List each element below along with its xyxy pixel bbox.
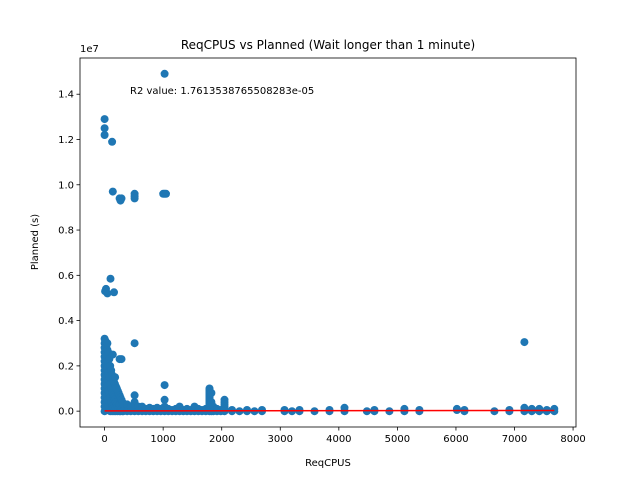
data-point-110	[162, 189, 170, 198]
data-point-2	[100, 131, 109, 139]
plot-area-frame	[79, 57, 577, 428]
data-point-224	[520, 338, 529, 347]
y-tick-label-2: 0.4	[58, 316, 74, 327]
x-tick-label-2: 2000	[209, 434, 234, 445]
x-tick-label-4: 4000	[326, 434, 351, 445]
x-tick-label-6: 6000	[443, 434, 468, 445]
y-tick-label-7: 1.4	[58, 90, 74, 101]
data-point-102	[130, 339, 139, 348]
x-axis-ticks: 0 1000 2000 3000 4000 5000 6000 7000 8000	[101, 427, 586, 445]
data-point-87	[106, 274, 115, 283]
data-point-33	[103, 339, 112, 348]
data-point-91	[108, 350, 117, 359]
y-axis-ticks: 0.0 0.2 0.4 0.6 0.8 1.0 1.2 1.4	[58, 90, 80, 418]
x-tick-label-7: 7000	[502, 434, 527, 445]
y-axis-offset-label: 1e7	[80, 44, 99, 55]
y-tick-label-4: 0.8	[58, 226, 74, 237]
y-axis-label: Planned (s)	[30, 214, 41, 270]
x-tick-label-1: 1000	[150, 434, 175, 445]
x-tick-label-8: 8000	[560, 434, 585, 445]
x-tick-label-3: 3000	[268, 434, 293, 445]
y-tick-label-5: 1.0	[58, 180, 74, 191]
y-tick-label-6: 1.2	[58, 135, 74, 146]
points-layer	[100, 69, 559, 416]
x-tick-label-5: 5000	[385, 434, 410, 445]
r2-annotation: R2 value: 1.7613538765508283e-05	[130, 86, 314, 97]
chart-title: ReqCPUS vs Planned (Wait longer than 1 m…	[181, 38, 475, 52]
data-point-176	[207, 389, 216, 397]
y-tick-label-0: 0.0	[58, 407, 74, 418]
data-point-112	[160, 395, 169, 404]
data-point-111	[160, 381, 169, 390]
data-point-90	[110, 288, 118, 297]
y-tick-label-3: 0.6	[58, 271, 74, 282]
data-point-92	[111, 373, 120, 382]
x-axis-label: ReqCPUS	[305, 458, 351, 469]
data-point-93	[112, 384, 121, 393]
data-point-101	[130, 194, 139, 203]
data-point-89	[108, 187, 117, 196]
y-tick-label-1: 0.2	[58, 361, 74, 372]
data-point-5	[101, 287, 110, 296]
data-point-98	[117, 355, 126, 364]
data-point-88	[108, 137, 117, 146]
data-point-0	[100, 115, 109, 124]
data-point-107	[160, 69, 169, 78]
data-point-96	[117, 194, 126, 203]
data-point-103	[130, 391, 139, 400]
x-tick-label-0: 0	[101, 434, 107, 445]
data-point-1	[100, 124, 109, 133]
